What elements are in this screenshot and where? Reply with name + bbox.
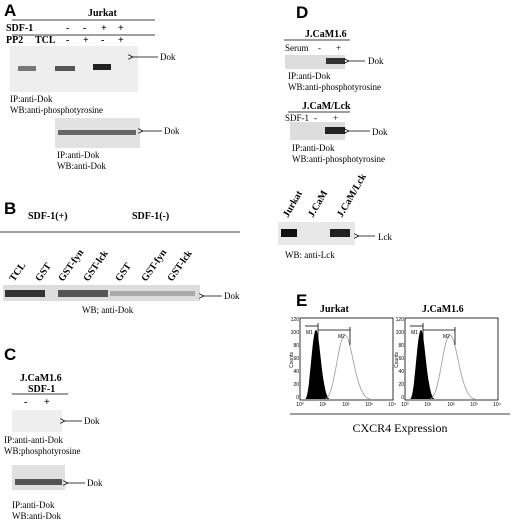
- xticks-0: 10⁰: [296, 402, 304, 408]
- blot2-target: Dok: [372, 127, 388, 137]
- lanes-4: GST: [113, 261, 134, 284]
- panel-e-xaxis: CXCR4 Expression: [352, 421, 447, 435]
- panel-c-cell: J.CaM1.6: [20, 373, 62, 384]
- yticks-6: 120: [291, 317, 300, 323]
- blot3-wb: WB: anti-Lck: [285, 250, 335, 260]
- yticks-5: 100: [291, 330, 300, 336]
- signs-3: +: [118, 23, 124, 34]
- 1-title: J.CaM1.6: [422, 304, 464, 315]
- yticks-6: 120: [396, 317, 405, 323]
- blot1-wb: WB:phosphotyrosine: [4, 446, 81, 456]
- signs-1: +: [336, 43, 341, 53]
- xticks-0: 10⁰: [401, 402, 409, 408]
- signs-3: +: [118, 35, 124, 46]
- signs-2: -: [101, 35, 104, 46]
- xticks-2: 10²: [447, 402, 455, 408]
- signs-0: -: [66, 23, 69, 34]
- blot1-cell: J.CaM1.6: [305, 29, 347, 40]
- blot1-target: Dok: [160, 52, 176, 62]
- markers-1: M2: [443, 334, 450, 340]
- panel-b-group2: SDF-1(-): [132, 211, 169, 222]
- lanes-1: GST: [33, 261, 54, 284]
- xticks-4: 10⁴: [388, 402, 396, 408]
- yticks-0: 0: [296, 395, 299, 401]
- xticks-3: 10³: [365, 402, 373, 408]
- xticks-2: 10²: [342, 402, 350, 408]
- xticks-1: 10¹: [424, 402, 432, 408]
- blot2-target: Dok: [164, 126, 180, 136]
- markers-1: M2: [338, 334, 345, 340]
- signs-1: +: [333, 113, 338, 123]
- row2-lane: TCL: [35, 35, 56, 46]
- signs-2: +: [101, 23, 107, 34]
- blot2-treatment: SDF-1: [285, 113, 309, 123]
- signs-1: -: [83, 23, 86, 34]
- yticks-2: 40: [293, 369, 299, 375]
- blot1-wb: WB:anti-phosphotyrosine: [10, 105, 103, 115]
- signs-1: +: [83, 35, 89, 46]
- panel-e-yaxis: Counts: [289, 352, 295, 368]
- blots: [0, 19, 510, 490]
- yticks-0: 0: [401, 395, 404, 401]
- panel-b-target: Dok: [224, 291, 240, 301]
- lanes-2: J.CaM/Lck: [335, 172, 369, 220]
- markers-0: M1: [411, 330, 418, 336]
- xticks-1: 10¹: [319, 402, 327, 408]
- blot1-treatment: Serum: [285, 43, 309, 53]
- blot2-target: Dok: [87, 478, 103, 488]
- panel-c-label: C: [4, 345, 16, 364]
- blot1-ip: IP:anti-Dok: [10, 94, 53, 104]
- panel-d-label: D: [296, 3, 308, 22]
- blot2-ip: IP:anti-Dok: [292, 143, 335, 153]
- signs-0: -: [66, 35, 69, 46]
- blot2-ip: IP:anti-Dok: [12, 500, 55, 510]
- yticks-2: 40: [398, 369, 404, 375]
- blot2-wb: WB:anti-Dok: [12, 511, 61, 521]
- row2-name: PP2: [6, 35, 23, 46]
- yticks-4: 80: [293, 343, 299, 349]
- yticks-3: 60: [398, 356, 404, 362]
- 0-title: Jurkat: [320, 304, 350, 315]
- signs-0: -: [24, 397, 27, 408]
- lanes-6: GST-lck: [165, 248, 194, 284]
- signs-0: -: [314, 113, 317, 123]
- yticks-3: 60: [293, 356, 299, 362]
- signs-1: +: [44, 397, 50, 408]
- lanes-0: Jurkat: [281, 188, 305, 219]
- panel-e-yaxis: Counts: [394, 352, 400, 368]
- row1-name: SDF-1: [6, 23, 33, 34]
- markers-0: M1: [306, 330, 313, 336]
- panel-b-label: B: [4, 199, 16, 218]
- panel-b-wb: WB; anti-Dok: [82, 305, 134, 315]
- blot1-wb: WB:anti-phosphotyrosine: [288, 82, 381, 92]
- xticks-4: 10⁴: [493, 402, 501, 408]
- panel-c-treatment: SDF-1: [28, 384, 55, 395]
- lanes-1: J.CaM: [306, 188, 330, 219]
- blot1-ip: IP:anti-Dok: [288, 71, 331, 81]
- blot3-target: Lck: [378, 232, 392, 242]
- blot2-wb: WB:anti-Dok: [57, 161, 106, 171]
- panel-a-label: A: [4, 1, 16, 20]
- blot1-ip: IP:anti-anti-Dok: [4, 435, 63, 445]
- yticks-1: 20: [398, 382, 404, 388]
- yticks-1: 20: [293, 382, 299, 388]
- panel-b-group1: SDF-1(+): [28, 211, 68, 222]
- panel-e-label: E: [296, 291, 307, 310]
- blot2-ip: IP:anti-Dok: [57, 150, 100, 160]
- lanes-3: GST-lck: [81, 248, 110, 284]
- xticks-3: 10³: [470, 402, 478, 408]
- blot2-cell: J.CaM/Lck: [302, 101, 351, 112]
- blot2-wb: WB:anti-phosphotyrosine: [292, 154, 385, 164]
- blot1-target: Dok: [84, 416, 100, 426]
- signs-0: -: [318, 43, 321, 53]
- lanes-0: TCL: [7, 260, 28, 283]
- blot1-target: Dok: [368, 56, 384, 66]
- yticks-4: 80: [398, 343, 404, 349]
- panel-a-cell: Jurkat: [88, 8, 118, 19]
- yticks-5: 100: [396, 330, 405, 336]
